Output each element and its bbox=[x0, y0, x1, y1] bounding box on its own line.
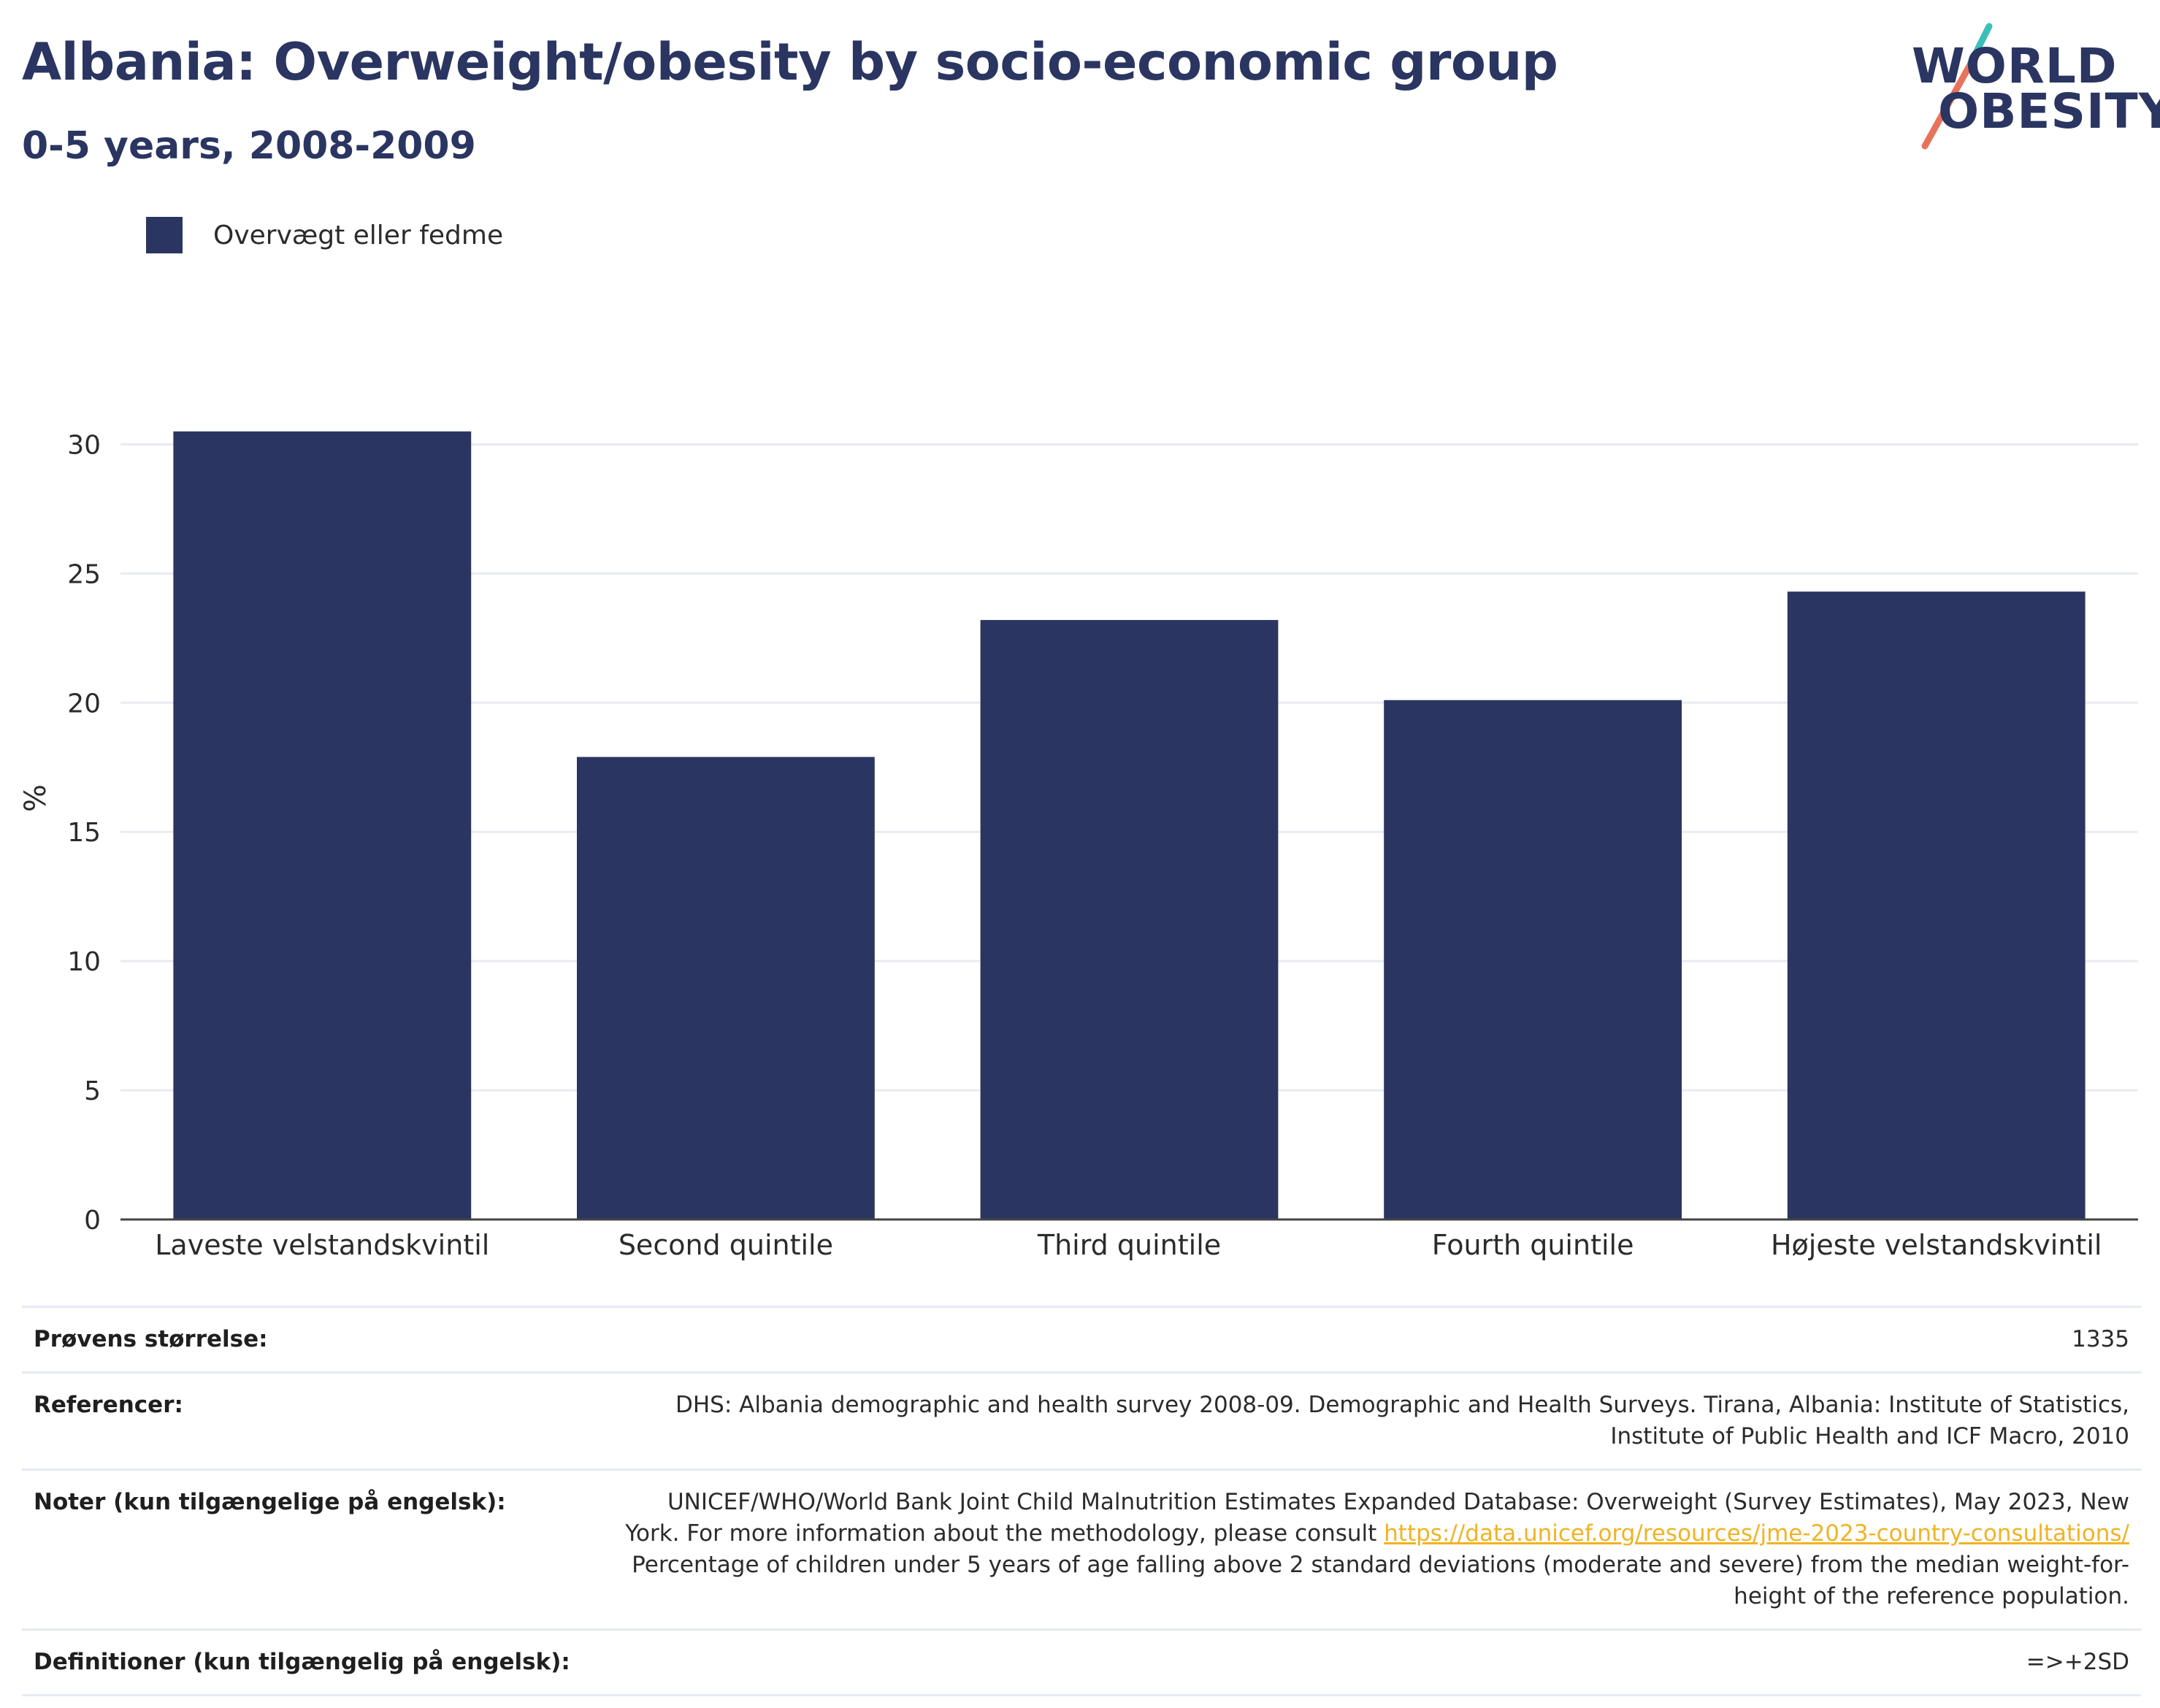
bar[interactable] bbox=[1384, 700, 1682, 1219]
references-line-2: Institute of Public Health and ICF Macro… bbox=[1610, 1423, 2129, 1449]
notes-line-4: height of the reference population. bbox=[1734, 1583, 2129, 1609]
y-tick-label: 0 bbox=[84, 1206, 101, 1236]
notes-line-3: Percentage of children under 5 years of … bbox=[632, 1552, 2129, 1578]
definitions-value: =>+2SD bbox=[2026, 1649, 2129, 1675]
y-tick-label: 5 bbox=[84, 1076, 101, 1106]
bar-chart: 0 5 10 15 20 25 30 Laveste velstandskvintil Sec… bbox=[19, 430, 2138, 1261]
bar[interactable] bbox=[173, 431, 472, 1219]
notes-label: Noter (kun tilgængelige på engelsk): bbox=[34, 1489, 506, 1515]
table-row: Noter (kun tilgængelige på engelsk): UNI… bbox=[22, 1469, 2141, 1630]
chart-legend[interactable]: Overvægt eller fedme bbox=[146, 216, 503, 254]
bar[interactable] bbox=[1787, 591, 2086, 1219]
references-label: Referencer: bbox=[34, 1392, 183, 1418]
notes-value: UNICEF/WHO/World Bank Joint Child Malnut… bbox=[586, 1470, 2141, 1630]
logo-slash-icon bbox=[1921, 23, 1993, 150]
world-obesity-logo[interactable]: WORLD OBESITY bbox=[1899, 20, 2160, 159]
x-axis-labels: Laveste velstandskvintil Second quintile T… bbox=[155, 1229, 2102, 1261]
y-tick-label: 30 bbox=[67, 430, 101, 460]
y-tick-label: 15 bbox=[67, 818, 101, 848]
y-tick-label: 20 bbox=[67, 689, 101, 719]
logo-text-obesity: OBESITY bbox=[1938, 83, 2160, 139]
table-row: Prøvens størrelse: 1335 bbox=[22, 1306, 2141, 1373]
y-tick-label: 25 bbox=[67, 559, 101, 589]
bar[interactable] bbox=[980, 620, 1279, 1219]
x-tick-label: Fourth quintile bbox=[1432, 1229, 1634, 1261]
info-table: Prøvens størrelse: 1335 Referencer: DHS:… bbox=[22, 1306, 2141, 1696]
sample-size-label: Prøvens størrelse: bbox=[34, 1326, 268, 1352]
x-tick-label: Højeste velstandskvintil bbox=[1771, 1229, 2102, 1261]
table-row: Definitioner (kun tilgængelig på engelsk… bbox=[22, 1629, 2141, 1696]
x-tick-label: Third quintile bbox=[1037, 1229, 1221, 1261]
notes-line-2: York. For more information about the met… bbox=[625, 1520, 1385, 1547]
bar[interactable] bbox=[576, 757, 875, 1219]
y-axis-label: % bbox=[19, 784, 53, 812]
sample-size-value: 1335 bbox=[2072, 1326, 2129, 1352]
references-value: DHS: Albania demographic and health surv… bbox=[586, 1373, 2141, 1470]
legend-label: Overvægt eller fedme bbox=[213, 220, 504, 250]
chart-subtitle: 0-5 years, 2008-2009 bbox=[22, 124, 476, 168]
legend-swatch bbox=[146, 217, 183, 253]
logo-text-world: WORLD bbox=[1912, 38, 2118, 94]
y-tick-label: 10 bbox=[67, 947, 101, 977]
chart-title: Albania: Overweight/obesity by socio-eco… bbox=[22, 32, 1558, 92]
bars bbox=[173, 431, 2086, 1219]
x-tick-label: Second quintile bbox=[618, 1229, 833, 1261]
notes-methodology-link[interactable]: https://data.unicef.org/resources/jme-20… bbox=[1384, 1520, 2129, 1547]
table-row: Referencer: DHS: Albania demographic and… bbox=[22, 1372, 2141, 1470]
definitions-label: Definitioner (kun tilgængelig på engelsk… bbox=[34, 1649, 570, 1675]
x-tick-label: Laveste velstandskvintil bbox=[155, 1229, 489, 1261]
notes-line-1: UNICEF/WHO/World Bank Joint Child Malnut… bbox=[667, 1489, 2129, 1515]
references-line-1: DHS: Albania demographic and health surv… bbox=[675, 1392, 2129, 1418]
y-axis-ticks: 0 5 10 15 20 25 30 bbox=[67, 430, 101, 1236]
